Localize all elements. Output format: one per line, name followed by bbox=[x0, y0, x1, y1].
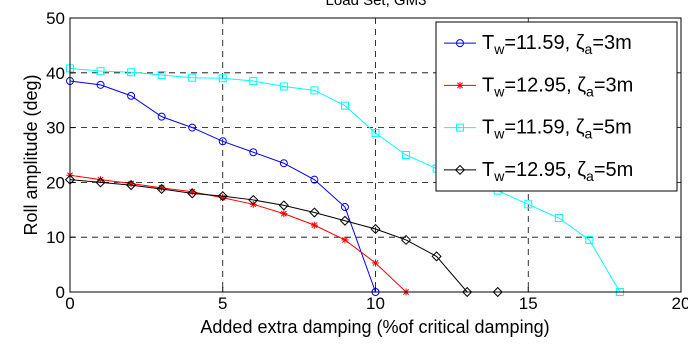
data-point bbox=[188, 73, 197, 82]
data-point bbox=[456, 123, 464, 132]
legend: Tw=11.59, ζa=3m Tw=12.95, ζa=3m Tw=11.59, … bbox=[435, 21, 678, 192]
y-tick-label: 30 bbox=[46, 119, 65, 138]
data-point bbox=[279, 82, 288, 91]
data-point bbox=[309, 207, 320, 218]
legend-entry-4: Tw=12.95, ζa=5m bbox=[444, 159, 633, 184]
data-point bbox=[339, 215, 351, 226]
series-4 bbox=[64, 174, 503, 298]
data-point bbox=[217, 191, 228, 202]
data-point bbox=[248, 194, 259, 206]
data-point bbox=[187, 188, 198, 199]
legend-box bbox=[435, 21, 678, 192]
legend-label: Tw=12.95, ζa=5m bbox=[482, 159, 633, 184]
data-point bbox=[492, 286, 503, 298]
data-point bbox=[278, 200, 289, 211]
x-tick-label: 0 bbox=[65, 294, 74, 313]
data-point bbox=[462, 286, 473, 298]
legend-label: Tw=11.59, ζa=3m bbox=[482, 32, 632, 57]
x-tick-label: 10 bbox=[366, 294, 385, 313]
data-point bbox=[370, 223, 381, 235]
series-1 bbox=[66, 77, 380, 296]
data-point bbox=[340, 203, 349, 212]
data-point bbox=[157, 70, 166, 79]
data-point bbox=[456, 39, 464, 48]
data-point bbox=[156, 183, 167, 195]
data-point bbox=[524, 200, 533, 209]
data-point bbox=[280, 210, 288, 218]
data-point bbox=[372, 259, 379, 267]
y-axis-label: Roll amplitude (deg) bbox=[21, 74, 41, 235]
series-line bbox=[69, 80, 376, 293]
series-line bbox=[69, 179, 498, 293]
data-point bbox=[127, 68, 136, 77]
data-point bbox=[454, 164, 466, 175]
legend-label: Tw=11.59, ζa=5m bbox=[482, 117, 632, 142]
tick-labels: 0 5 10 15 20 0 10 20 30 40 50 bbox=[46, 9, 688, 313]
y-tick-label: 0 bbox=[56, 283, 65, 302]
data-point bbox=[127, 91, 136, 100]
data-point bbox=[585, 235, 594, 244]
x-tick-label: 15 bbox=[519, 294, 538, 313]
data-point bbox=[218, 137, 227, 146]
data-point bbox=[96, 80, 105, 89]
data-point bbox=[310, 175, 319, 184]
data-point bbox=[95, 177, 106, 188]
data-point bbox=[456, 81, 464, 89]
data-point bbox=[249, 148, 258, 157]
x-tick-label: 20 bbox=[672, 294, 688, 313]
legend-entry-1: Tw=11.59, ζa=3m bbox=[444, 32, 632, 57]
legend-label: Tw=12.95, ζa=3m bbox=[482, 74, 633, 99]
data-point bbox=[554, 214, 563, 223]
data-point bbox=[96, 67, 105, 76]
data-point bbox=[340, 101, 349, 110]
x-axis-label: Added extra damping (%of critical dampin… bbox=[200, 317, 549, 337]
legend-entry-2: Tw=12.95, ζa=3m bbox=[444, 74, 633, 99]
data-point bbox=[188, 123, 197, 132]
data-point bbox=[341, 236, 349, 244]
data-point bbox=[402, 151, 411, 159]
data-point bbox=[279, 159, 288, 168]
data-point bbox=[218, 74, 227, 83]
data-point bbox=[310, 221, 318, 229]
series-2 bbox=[66, 171, 410, 296]
data-point bbox=[371, 129, 380, 138]
data-point bbox=[157, 112, 166, 121]
y-tick-label: 40 bbox=[46, 64, 65, 83]
legend-entry-3: Tw=11.59, ζa=5m bbox=[444, 117, 632, 142]
chart-title: Load Set, GM3 bbox=[326, 0, 427, 9]
data-point bbox=[249, 77, 258, 86]
data-point bbox=[431, 251, 442, 262]
data-point bbox=[310, 86, 319, 95]
y-tick-label: 10 bbox=[46, 228, 65, 247]
y-tick-label: 50 bbox=[46, 9, 65, 28]
x-tick-label: 5 bbox=[218, 294, 227, 313]
y-tick-label: 20 bbox=[46, 173, 65, 192]
series-line bbox=[69, 174, 407, 293]
series-line bbox=[69, 67, 621, 293]
data-point bbox=[126, 180, 137, 191]
data-point bbox=[400, 234, 412, 246]
